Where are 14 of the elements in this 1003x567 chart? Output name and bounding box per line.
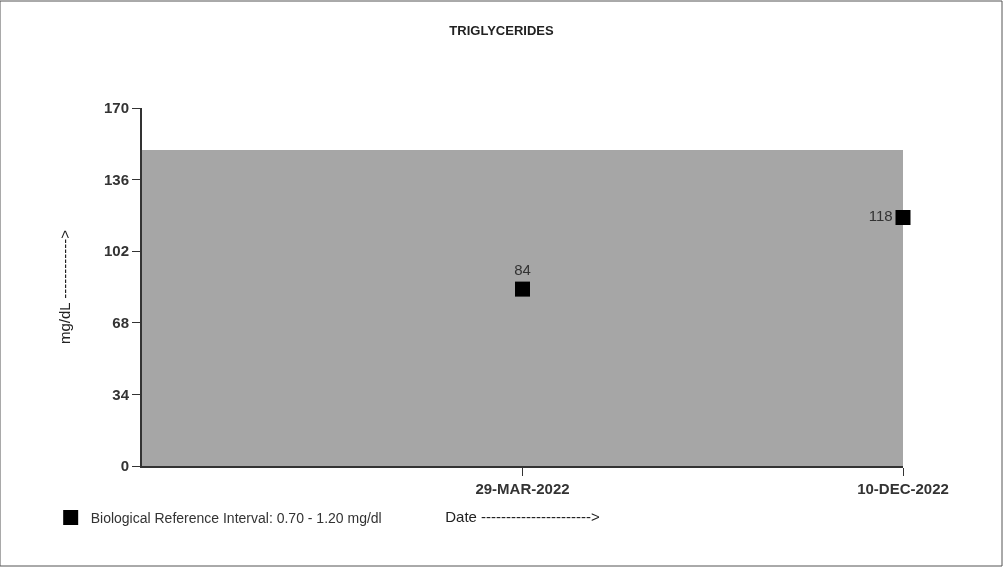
y-tick-label: 34: [112, 385, 130, 403]
x-axis-title: Date ---------------------->: [445, 507, 600, 525]
legend-label: Biological Reference Interval: 0.70 - 1.20 mg/dl: [90, 509, 382, 526]
x-tick-label: 29-MAR-2022: [475, 480, 570, 497]
y-tick-label: 136: [103, 170, 129, 188]
data-label: 118: [868, 207, 893, 225]
y-tick-label: 102: [103, 242, 129, 260]
data-label: 84: [514, 260, 531, 278]
y-tick-label: 68: [112, 314, 129, 332]
x-tick-label: 10-DEC-2022: [857, 480, 949, 497]
y-tick-label: 0: [120, 457, 129, 475]
chart-title: TRIGLYCERIDES: [449, 22, 554, 38]
y-tick-label: 170: [103, 99, 129, 117]
y-axis-title: mg/dL ------------>: [55, 229, 73, 345]
